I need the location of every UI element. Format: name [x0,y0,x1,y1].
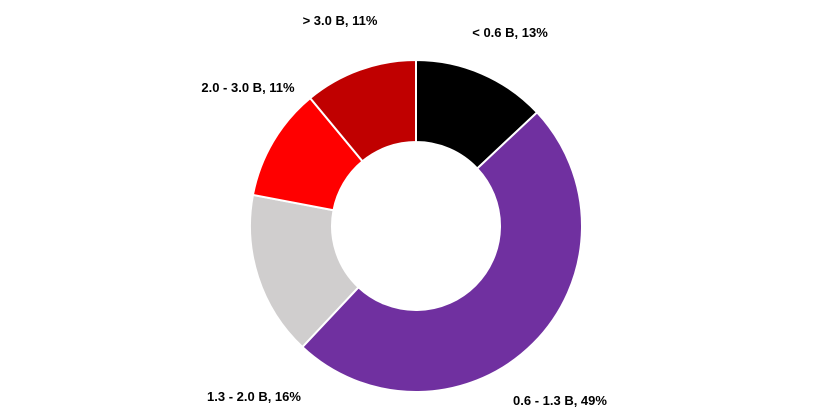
donut-slice-2 [300,110,583,393]
slice-label-3: 1.3 - 2.0 B, 16% [207,389,301,404]
slice-label-5: > 3.0 B, 11% [303,13,378,28]
slice-label-2: 0.6 - 1.3 B, 49% [513,393,607,408]
slice-label-4: 2.0 - 3.0 B, 11% [201,80,295,95]
donut-slices [249,58,583,393]
donut-slice-5 [308,58,417,163]
donut-labels: < 0.6 B, 13% 0.6 - 1.3 B, 49% 1.3 - 2.0 B,… [201,13,607,408]
slice-label-1: < 0.6 B, 13% [472,25,548,40]
